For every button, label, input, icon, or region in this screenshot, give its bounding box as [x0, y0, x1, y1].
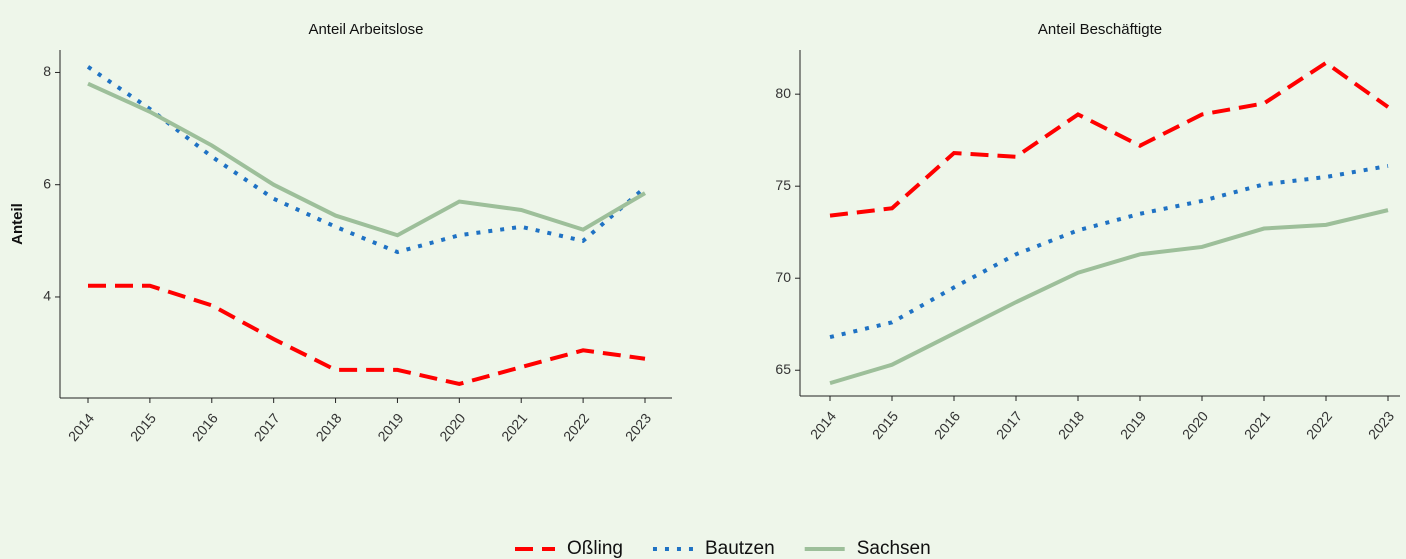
x-tick-label: 2015: [127, 410, 159, 444]
x-tick-label: 2018: [312, 410, 344, 444]
chart-title: Anteil Beschäftigte: [1038, 21, 1162, 38]
y-tick-label: 80: [775, 85, 791, 101]
chart-title: Anteil Arbeitslose: [308, 21, 423, 38]
legend-label: Sachsen: [857, 538, 931, 559]
x-tick-label: 2016: [189, 410, 221, 444]
x-tick-label: 2018: [1055, 408, 1087, 442]
x-tick-label: 2022: [1303, 408, 1335, 442]
data-line: [829, 208, 1389, 386]
y-tick-label: 75: [775, 177, 791, 193]
legend-label: Bautzen: [705, 538, 775, 559]
x-tick-label: 2020: [436, 410, 468, 444]
x-tick-label: 2021: [1241, 408, 1273, 442]
data-line: [829, 163, 1389, 340]
y-tick-label: 65: [775, 361, 791, 377]
x-tick-label: 2015: [869, 408, 901, 442]
x-tick-label: 2023: [1365, 408, 1397, 442]
data-line: [829, 60, 1390, 218]
x-tick-label: 2019: [374, 410, 406, 444]
x-tick-label: 2017: [251, 410, 283, 444]
data-line: [88, 283, 646, 387]
y-tick-label: 4: [43, 288, 51, 304]
x-tick-label: 2021: [498, 410, 530, 444]
x-tick-label: 2020: [1179, 408, 1211, 442]
x-tick-label: 2014: [807, 408, 839, 442]
y-axis-label: Anteil: [9, 203, 26, 245]
x-tick-label: 2023: [622, 410, 654, 444]
data-line: [87, 81, 647, 238]
legend-label: Oßling: [567, 538, 623, 559]
x-tick-label: 2019: [1117, 408, 1149, 442]
x-tick-label: 2017: [993, 408, 1025, 442]
y-tick-label: 8: [43, 63, 51, 79]
x-tick-label: 2022: [560, 410, 592, 444]
x-tick-label: 2014: [65, 410, 97, 444]
y-tick-label: 6: [43, 175, 51, 191]
y-tick-label: 70: [775, 269, 791, 285]
x-tick-label: 2016: [931, 408, 963, 442]
